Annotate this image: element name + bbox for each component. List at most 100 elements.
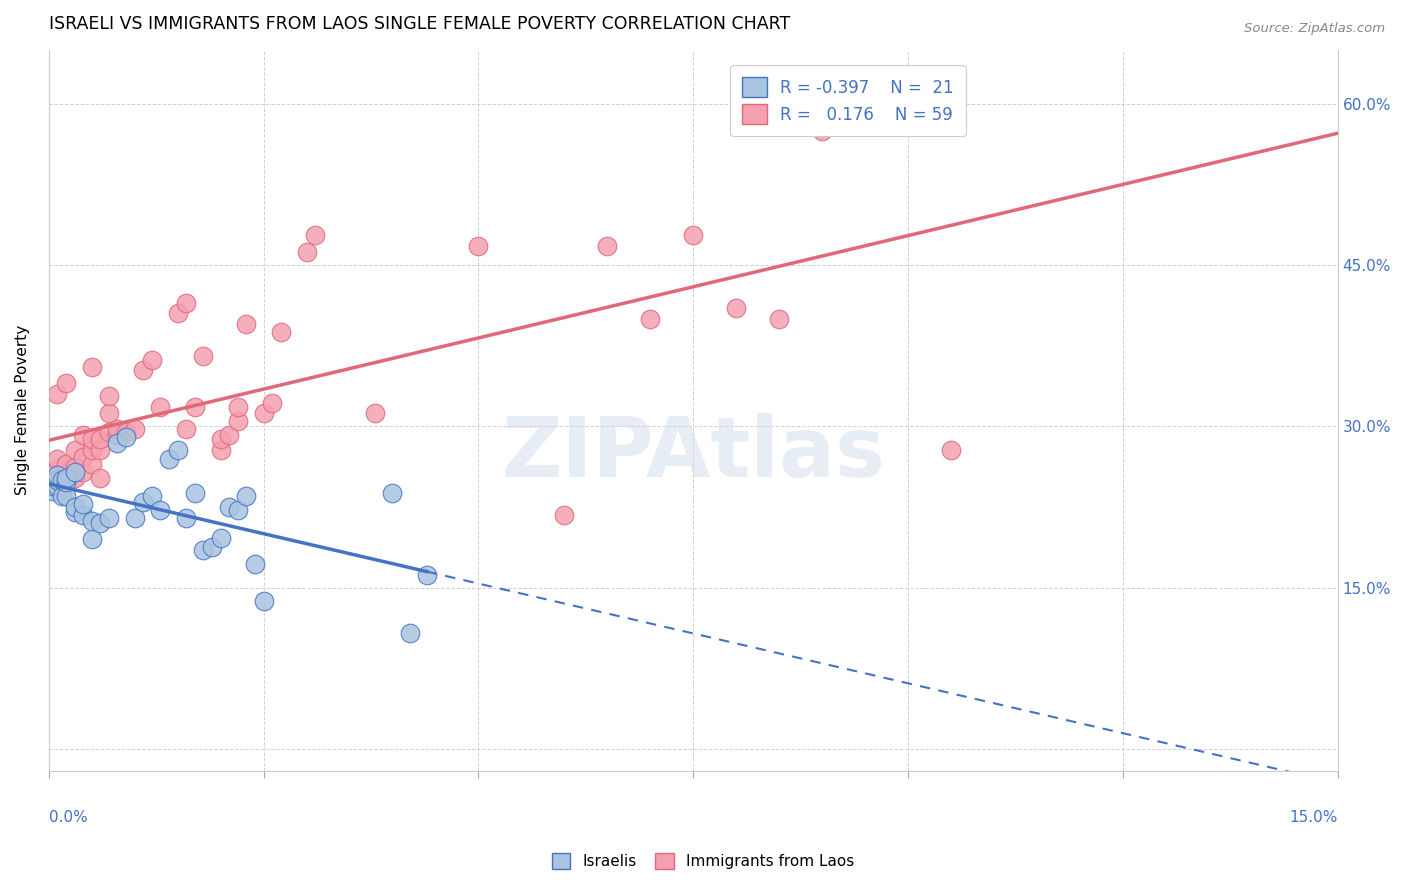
Point <box>243 557 266 571</box>
Point <box>682 227 704 242</box>
Point <box>398 626 420 640</box>
Point <box>72 508 94 522</box>
Point <box>209 531 232 545</box>
Point <box>209 433 232 447</box>
Point <box>46 387 69 401</box>
Point <box>226 503 249 517</box>
Point <box>226 400 249 414</box>
Point <box>80 360 103 375</box>
Point <box>42 473 65 487</box>
Point <box>46 473 69 487</box>
Point <box>115 430 138 444</box>
Point <box>174 511 197 525</box>
Point <box>252 593 274 607</box>
Point <box>89 443 111 458</box>
Point <box>55 471 77 485</box>
Point <box>107 421 129 435</box>
Point <box>132 494 155 508</box>
Point <box>149 503 172 517</box>
Point <box>55 457 77 471</box>
Point <box>166 443 188 458</box>
Point <box>304 227 326 242</box>
Point <box>381 486 404 500</box>
Point <box>124 421 146 435</box>
Point <box>115 425 138 439</box>
Legend: Israelis, Immigrants from Laos: Israelis, Immigrants from Laos <box>546 847 860 875</box>
Point <box>80 533 103 547</box>
Point <box>46 462 69 476</box>
Point <box>853 116 876 130</box>
Point <box>132 363 155 377</box>
Text: Source: ZipAtlas.com: Source: ZipAtlas.com <box>1244 22 1385 36</box>
Point <box>811 123 834 137</box>
Point <box>55 489 77 503</box>
Point <box>193 350 215 364</box>
Point <box>55 376 77 391</box>
Point <box>467 238 489 252</box>
Point <box>89 433 111 447</box>
Point <box>46 478 69 492</box>
Point <box>46 451 69 466</box>
Point <box>80 457 103 471</box>
Point <box>725 301 748 315</box>
Point <box>226 414 249 428</box>
Point <box>63 506 86 520</box>
Point <box>72 450 94 464</box>
Point <box>184 486 207 500</box>
Point <box>149 400 172 414</box>
Point <box>107 435 129 450</box>
Point <box>209 443 232 458</box>
Point <box>174 421 197 435</box>
Point <box>939 443 962 458</box>
Point <box>201 540 224 554</box>
Point <box>45 465 67 479</box>
Point <box>768 311 790 326</box>
Point <box>42 478 65 492</box>
Point <box>270 325 292 339</box>
Point <box>174 295 197 310</box>
Point <box>63 471 86 485</box>
Point <box>141 352 163 367</box>
Point <box>235 489 257 503</box>
Point <box>80 443 103 458</box>
Point <box>157 451 180 466</box>
Point <box>166 306 188 320</box>
Legend: R = -0.397    N =  21, R =   0.176    N = 59: R = -0.397 N = 21, R = 0.176 N = 59 <box>730 65 966 136</box>
Point <box>72 465 94 479</box>
Point <box>51 473 73 487</box>
Point <box>89 516 111 531</box>
Point <box>63 500 86 514</box>
Point <box>262 395 284 409</box>
Point <box>124 511 146 525</box>
Point <box>97 407 120 421</box>
Point <box>193 543 215 558</box>
Point <box>97 425 120 439</box>
Point <box>141 489 163 503</box>
Point <box>295 245 318 260</box>
Point <box>46 467 69 482</box>
Point <box>51 482 73 496</box>
Point <box>97 389 120 403</box>
Point <box>72 497 94 511</box>
Point <box>89 471 111 485</box>
Point <box>80 433 103 447</box>
Point <box>553 508 575 522</box>
Text: 15.0%: 15.0% <box>1289 810 1337 825</box>
Point <box>80 514 103 528</box>
Text: ISRAELI VS IMMIGRANTS FROM LAOS SINGLE FEMALE POVERTY CORRELATION CHART: ISRAELI VS IMMIGRANTS FROM LAOS SINGLE F… <box>49 15 790 33</box>
Point <box>416 567 439 582</box>
Point <box>596 238 619 252</box>
Point <box>63 460 86 475</box>
Point <box>97 511 120 525</box>
Point <box>184 400 207 414</box>
Text: 0.0%: 0.0% <box>49 810 87 825</box>
Y-axis label: Single Female Poverty: Single Female Poverty <box>15 326 30 495</box>
Point <box>364 407 387 421</box>
Point <box>218 500 240 514</box>
Point <box>235 317 257 331</box>
Point <box>55 475 77 490</box>
Point <box>72 428 94 442</box>
Point <box>51 489 73 503</box>
Point <box>42 483 65 498</box>
Text: ZIPAtlas: ZIPAtlas <box>502 413 886 494</box>
